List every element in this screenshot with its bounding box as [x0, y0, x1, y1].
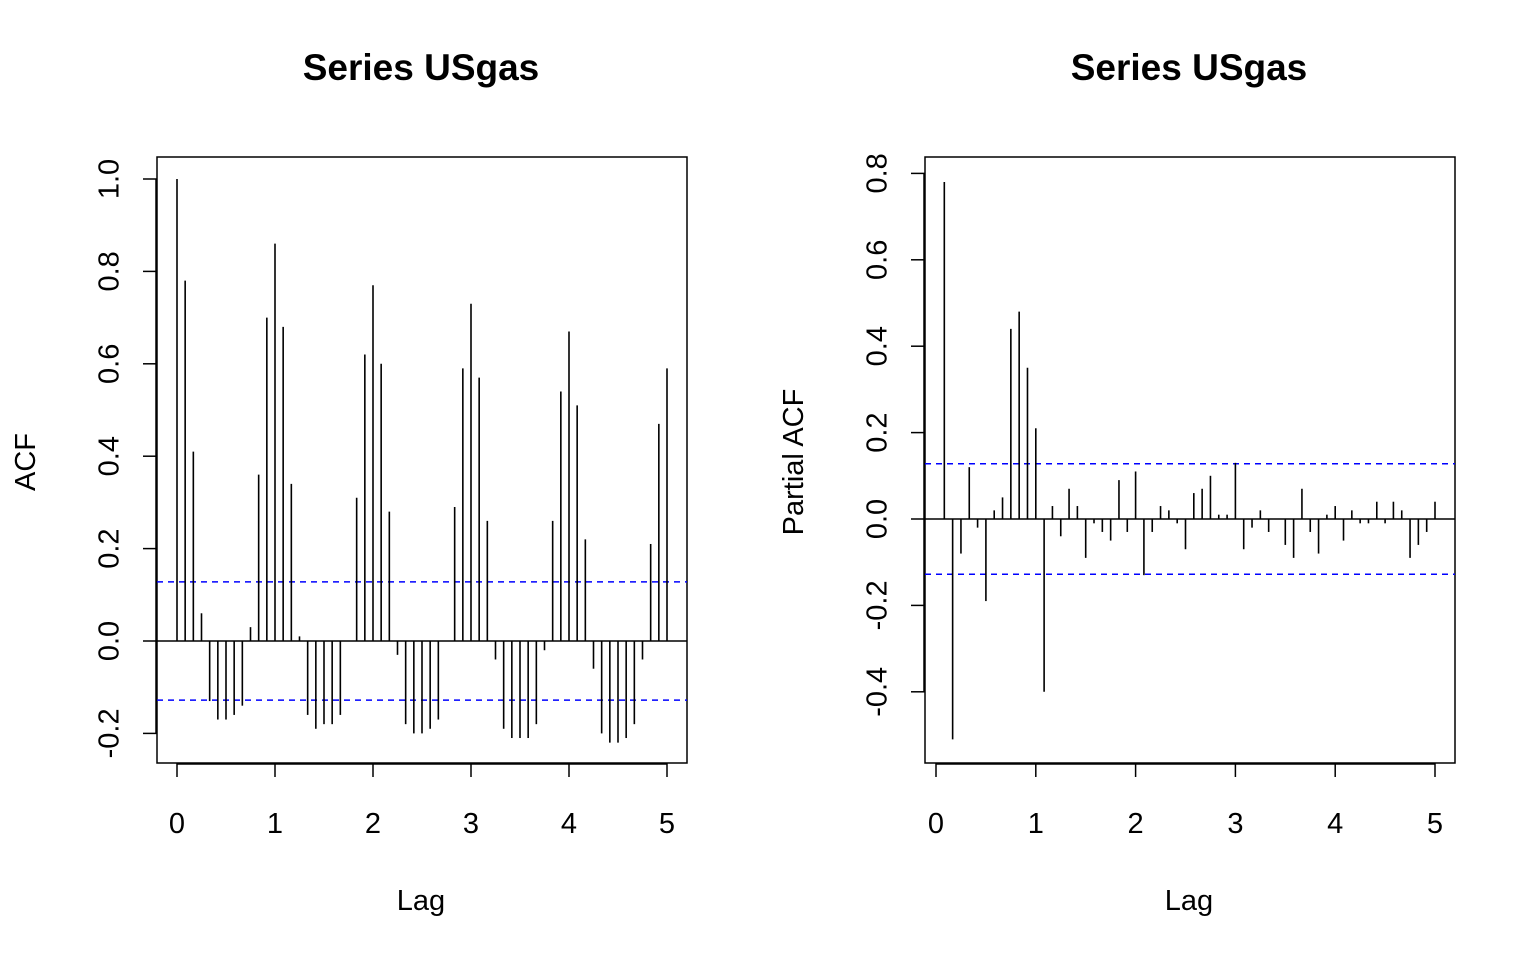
acf-x-tick-label: 2: [365, 808, 381, 840]
acf-y-tick-label: -0.2: [94, 708, 126, 758]
acf-x-tick-label: 0: [169, 808, 185, 840]
pacf-marks: 0 1 2 3 4 5 -0.4 -0.2 0.0 0.2 0.4 0.6 0.8: [862, 153, 1455, 840]
acf-plot-frame: [156, 156, 688, 764]
acf-x-axis-label: Lag: [397, 885, 445, 917]
pacf-panel: Series USgas Lag Partial ACF 0 1 2 3 4 5 -0.4 -…: [778, 47, 1456, 917]
pacf-x-tick-label: 3: [1227, 808, 1243, 840]
acf-x-tick-label: 4: [561, 808, 577, 840]
acf-y-tick-label: 0.4: [94, 436, 126, 476]
pacf-x-tick-label: 2: [1128, 808, 1144, 840]
acf-y-axis-label: ACF: [10, 433, 42, 491]
acf-y-tick-label: 0.6: [94, 344, 126, 384]
acf-x-tick-label: 5: [659, 808, 675, 840]
pacf-title: Series USgas: [1071, 47, 1308, 88]
pacf-y-axis-label: Partial ACF: [778, 389, 810, 536]
pacf-x-axis-label: Lag: [1165, 885, 1213, 917]
pacf-y-tick-label: 0.6: [862, 240, 894, 280]
pacf-plot-frame: [924, 156, 1456, 764]
acf-y-tick-label: 1.0: [94, 159, 126, 199]
pacf-x-tick-label: 0: [928, 808, 944, 840]
pacf-x-tick-label: 1: [1028, 808, 1044, 840]
acf-x-tick-label: 1: [267, 808, 283, 840]
acf-x-tick-label: 3: [463, 808, 479, 840]
pacf-x-tick-label: 4: [1327, 808, 1343, 840]
acf-y-tick-label: 0.2: [94, 528, 126, 568]
pacf-y-tick-label: -0.4: [862, 667, 894, 717]
pacf-y-tick-label: 0.4: [862, 326, 894, 366]
pacf-y-tick-label: 0.2: [862, 412, 894, 452]
acf-panel: Series USgas Lag ACF 0 1 2 3 4 5 -0.2 0.0 0.2 0.4…: [10, 47, 688, 917]
pacf-y-tick-label: -0.2: [862, 580, 894, 630]
acf-y-tick-label: 0.8: [94, 251, 126, 291]
acf-title: Series USgas: [303, 47, 540, 88]
acf-marks: 0 1 2 3 4 5 -0.2 0.0 0.2 0.4 0.6 0.8 1.0: [94, 159, 687, 840]
pacf-y-tick-label: 0.0: [862, 499, 894, 539]
pacf-x-tick-label: 5: [1427, 808, 1443, 840]
pacf-y-tick-label: 0.8: [862, 153, 894, 193]
acf-y-tick-label: 0.0: [94, 621, 126, 661]
